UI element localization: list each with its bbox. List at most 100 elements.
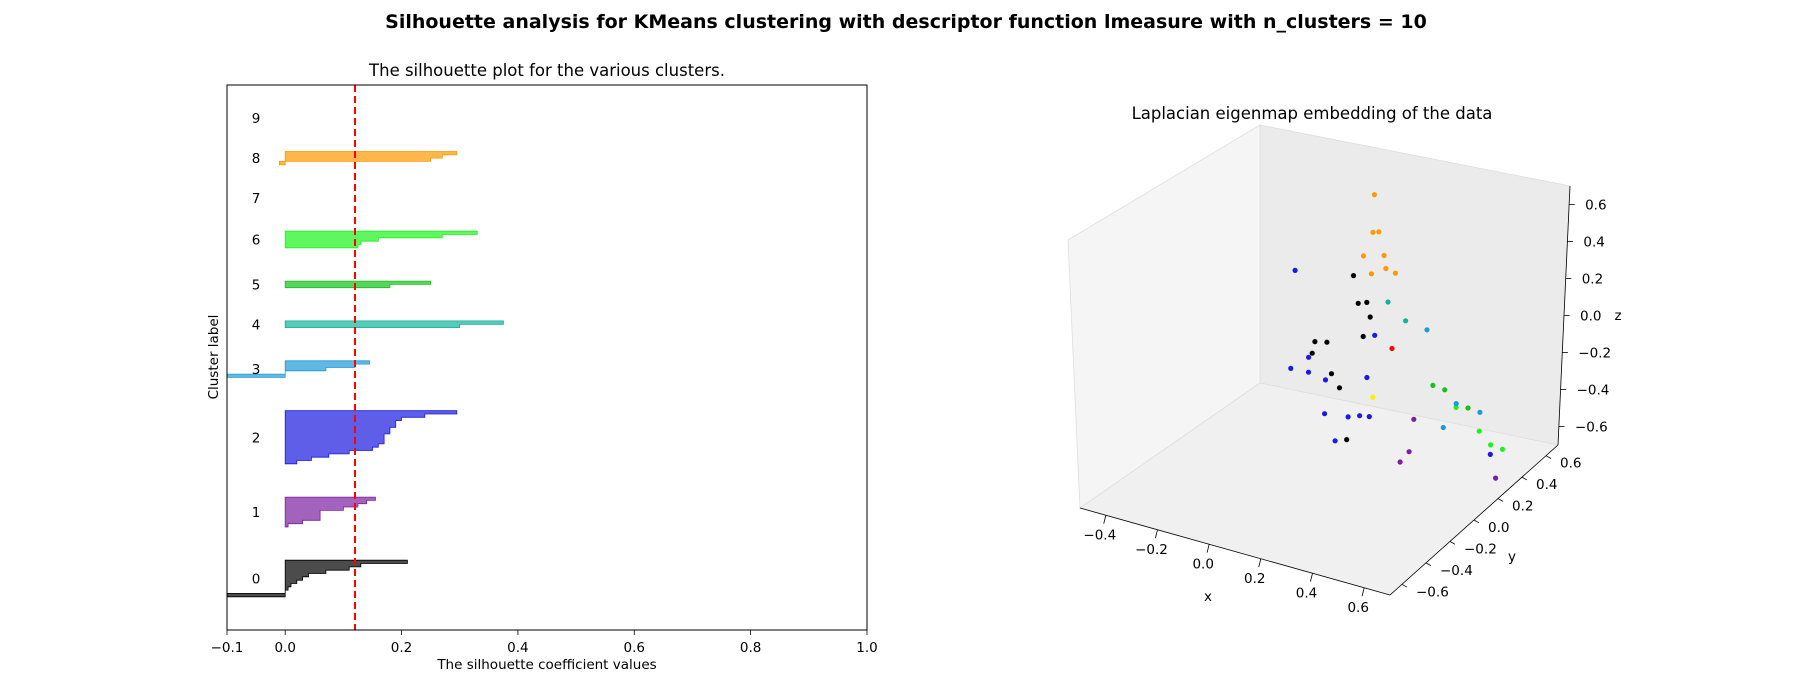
embedding-point (1360, 333, 1366, 340)
axis-tick-label: −0.2 (1578, 346, 1611, 362)
axis-tick-label: −0.2 (1464, 541, 1497, 557)
embedding-point (1477, 409, 1483, 415)
x-tick-label: 0.4 (507, 640, 528, 656)
x-tick-label: 0.0 (274, 640, 295, 656)
axis-tick-label: −0.6 (1575, 420, 1608, 436)
embedding-point (1322, 377, 1329, 383)
embedding-point (1442, 387, 1448, 393)
silhouette-cluster-labels: 0 1 2 3 4 5 6 7 8 9 (252, 111, 261, 587)
x-tick-label: 0.6 (624, 640, 645, 656)
axis-tick-mark (1545, 455, 1552, 459)
embedding-point (1322, 411, 1328, 417)
axis-tick-label: 0.2 (1512, 499, 1533, 515)
x-axis-line (1079, 507, 1391, 596)
embedding-point (1453, 401, 1459, 407)
axis-tick-mark (1103, 515, 1107, 524)
embedding-point (1397, 459, 1403, 465)
silhouette-cluster-1 (284, 496, 376, 528)
x-tick-label: −0.1 (211, 640, 244, 656)
embedding-point (1476, 428, 1482, 434)
axis-tick-mark (1258, 558, 1262, 568)
embedding-point (1385, 299, 1391, 305)
embedding-point (1370, 394, 1376, 400)
axis-tick-label: −0.4 (1083, 527, 1116, 543)
embedding-point (1344, 437, 1350, 443)
axis-tick-label: 0.0 (1488, 520, 1509, 536)
embedding-point (1357, 413, 1363, 419)
embedding-point (1403, 318, 1409, 324)
embedding-point (1487, 451, 1493, 457)
axis-tick-label: −0.4 (1577, 383, 1610, 399)
axis-tick-label: −0.6 (1416, 584, 1449, 600)
embedding-point (1376, 229, 1382, 235)
embedding-point (1288, 365, 1294, 371)
embedding-point (1309, 350, 1315, 356)
cluster-label-2: 2 (252, 430, 261, 446)
silhouette-plot-title: The silhouette plot for the various clus… (368, 61, 725, 80)
cluster-label-1: 1 (252, 505, 261, 521)
figure-suptitle: Silhouette analysis for KMeans clusterin… (385, 11, 1427, 33)
x-tick-label: 1.0 (856, 640, 877, 656)
embedding-point (1465, 405, 1471, 411)
embedding-point (1366, 414, 1372, 420)
silhouette-plot-frame (226, 84, 868, 631)
x-tick-label: 0.8 (740, 640, 761, 656)
embedding-point (1389, 345, 1395, 352)
cluster-label-6: 6 (252, 233, 261, 249)
cluster-label-0: 0 (252, 572, 261, 588)
embedding-point (1488, 442, 1494, 448)
embedding-point (1372, 332, 1378, 338)
axis-tick-label: 0.0 (1580, 309, 1601, 325)
embedding-point (1350, 273, 1357, 279)
embedding-point (1324, 339, 1330, 345)
silhouette-clusters (226, 85, 504, 630)
embedding-point (1370, 229, 1376, 235)
embedding-point (1411, 416, 1417, 422)
axis-tick-label: 0.6 (1347, 600, 1368, 616)
embedding-point (1367, 314, 1373, 320)
axis-tick-label: 0.0 (1192, 556, 1213, 572)
silhouette-cluster-0 (226, 559, 408, 598)
embedding-point (1364, 299, 1370, 305)
axis-tick-label: 0.2 (1582, 272, 1603, 288)
embedding-point (1305, 369, 1312, 375)
embedding-point (1406, 449, 1412, 455)
embedding-point (1392, 270, 1398, 276)
silhouette-y-axis-label: Cluster label (206, 315, 222, 400)
silhouette-cluster-3 (226, 360, 370, 378)
silhouette-x-axis-label: The silhouette coefficient values (436, 657, 656, 673)
cluster-label-5: 5 (252, 277, 261, 293)
cluster-label-7: 7 (252, 191, 261, 207)
embedding-3d-plot: −0.4−0.20.00.20.40.6−0.6−0.4−0.20.00.20.… (1067, 104, 1622, 616)
embedding-point (1430, 382, 1436, 388)
cluster-label-3: 3 (252, 362, 261, 378)
axis-tick-mark (1155, 529, 1158, 539)
silhouette-cluster-6 (284, 230, 478, 249)
embedding-x-axis-label: x (1204, 589, 1212, 605)
axis-tick-label: 0.6 (1585, 198, 1606, 214)
axis-tick-label: −0.2 (1135, 542, 1168, 558)
embedding-point (1332, 438, 1338, 444)
embedding-point (1364, 374, 1370, 381)
cluster-label-8: 8 (252, 151, 261, 167)
axis-tick-mark (1473, 519, 1480, 524)
embedding-axis-ticks: −0.4−0.20.00.20.40.6−0.6−0.4−0.20.00.20.… (1083, 198, 1611, 616)
embedding-point (1355, 300, 1361, 306)
cluster-label-4: 4 (252, 317, 261, 333)
embedding-points (1288, 192, 1506, 481)
axis-tick-label: 0.4 (1296, 585, 1317, 601)
axis-tick-label: 0.6 (1560, 456, 1581, 472)
axis-tick-label: 0.4 (1583, 235, 1604, 251)
silhouette-cluster-5 (284, 280, 432, 289)
axis-tick-mark (1497, 498, 1504, 502)
embedding-point (1292, 267, 1298, 273)
embedding-z-axis-label: z (1614, 308, 1621, 324)
embedding-point (1383, 265, 1389, 272)
embedding-plot-title: Laplacian eigenmap embedding of the data (1132, 104, 1493, 123)
axis-tick-mark (1449, 541, 1456, 545)
axis-tick-mark (1521, 476, 1528, 481)
embedding-point (1312, 339, 1318, 345)
embedding-point (1424, 327, 1430, 333)
embedding-point (1499, 446, 1506, 452)
